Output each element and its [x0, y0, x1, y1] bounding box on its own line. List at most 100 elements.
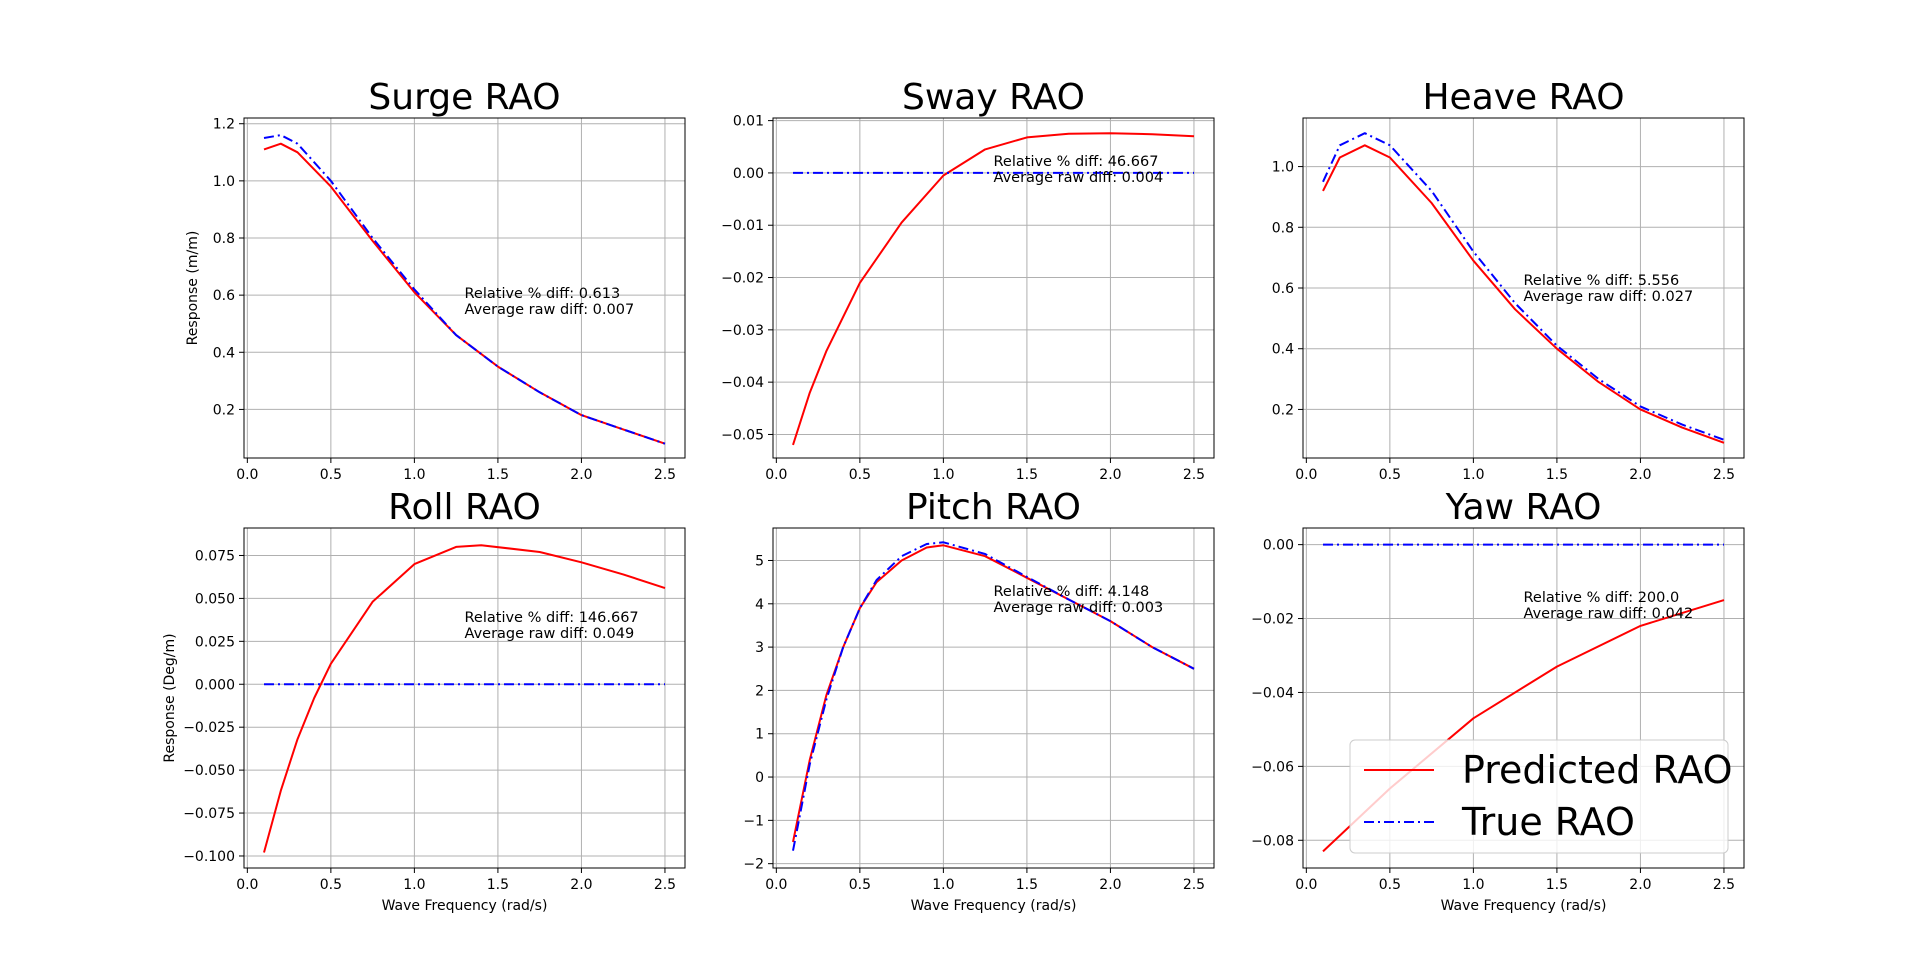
y-tick-label: −0.04 — [1251, 685, 1294, 701]
axes-frame — [243, 527, 686, 869]
x-tick-label: 2.0 — [570, 467, 592, 483]
axes-frame — [1302, 117, 1745, 459]
y-tick-label: 0.2 — [1272, 402, 1294, 418]
y-tick-label: 0.6 — [213, 288, 235, 304]
y-tick-label: −0.05 — [721, 427, 764, 443]
y-tick-label: −0.100 — [183, 849, 235, 865]
axes-frame — [772, 527, 1215, 869]
x-tick-label: 2.5 — [654, 877, 676, 893]
diff-annotation: Average raw diff: 0.049 — [465, 626, 635, 642]
y-tick-label: −0.06 — [1251, 759, 1294, 775]
legend-entry: Predicted RAO — [1462, 748, 1733, 792]
y-tick-label: 5 — [755, 553, 764, 569]
y-tick-label: −0.02 — [1251, 612, 1294, 628]
axes-frame — [1302, 527, 1745, 869]
subplot-heave-rao: 0.0 0.5 1.0 1.5 2.0 2.5 0.2 0.4 0.6 0.8 1.0 Heave R… — [1272, 77, 1745, 483]
legend-box — [1349, 739, 1729, 854]
x-tick-label: 2.5 — [1183, 877, 1205, 893]
x-axis-label: Wave Frequency (rad/s) — [1441, 898, 1607, 914]
subplot-surge-rao: 0.0 0.5 1.0 1.5 2.0 2.5 0.2 0.4 0.6 0.8 1.0 1.2 Surg… — [185, 77, 686, 483]
subplot-title: Heave RAO — [1422, 77, 1624, 118]
series-predicted-rao — [792, 132, 1195, 446]
diff-annotation: Average raw diff: 0.042 — [1524, 606, 1694, 622]
x-tick-label: 1.5 — [1016, 467, 1038, 483]
x-tick-label: 0.0 — [1295, 467, 1317, 483]
y-tick-label: 1.0 — [1272, 160, 1294, 176]
y-tick-label: 0.050 — [195, 591, 235, 607]
y-tick-label: −0.01 — [721, 218, 764, 234]
diff-annotation: Relative % diff: 4.148 — [994, 584, 1150, 600]
plot-area — [773, 118, 1214, 458]
diff-annotation: Relative % diff: 200.0 — [1524, 590, 1680, 606]
y-tick-label: 1 — [755, 727, 764, 743]
x-tick-label: 0.0 — [236, 877, 258, 893]
x-tick-label: 2.0 — [1629, 877, 1651, 893]
y-tick-label: 0 — [755, 770, 764, 786]
y-tick-label: 0.025 — [195, 634, 235, 650]
series-predicted-rao — [263, 544, 666, 853]
series-predicted-rao — [1322, 144, 1725, 444]
y-tick-label: 0.2 — [213, 402, 235, 418]
subplot-title: Sway RAO — [902, 77, 1085, 118]
x-tick-label: 2.5 — [654, 467, 676, 483]
x-tick-label: 0.0 — [236, 467, 258, 483]
plot-area — [244, 118, 685, 458]
x-tick-label: 1.5 — [1016, 877, 1038, 893]
diff-annotation: Relative % diff: 46.667 — [994, 154, 1159, 170]
y-tick-label: 0.6 — [1272, 281, 1294, 297]
x-tick-label: 1.0 — [1462, 877, 1484, 893]
subplot-sway-rao: 0.0 0.5 1.0 1.5 2.0 2.5 −0.05 −0.04 −0.03 −0.02 −0… — [721, 77, 1215, 483]
y-tick-label: 0.00 — [1263, 538, 1294, 554]
x-tick-label: 0.5 — [1379, 467, 1401, 483]
x-tick-label: 1.0 — [403, 877, 425, 893]
subplot-roll-rao: 0.0 0.5 1.0 1.5 2.0 2.5 −0.100 −0.075 −0.050 −0.0… — [162, 487, 686, 914]
diff-annotation: Average raw diff: 0.004 — [994, 170, 1164, 186]
x-tick-label: 1.5 — [487, 467, 509, 483]
x-axis-label: Wave Frequency (rad/s) — [911, 898, 1077, 914]
x-axis-label: Wave Frequency (rad/s) — [382, 898, 548, 914]
y-tick-label: −0.08 — [1251, 833, 1294, 849]
series-true-rao — [1322, 132, 1725, 441]
plot-area — [244, 528, 685, 868]
x-tick-label: 0.0 — [1295, 877, 1317, 893]
x-tick-label: 0.5 — [320, 877, 342, 893]
diff-annotation: Relative % diff: 5.556 — [1524, 273, 1680, 289]
axes-frame — [772, 117, 1215, 459]
x-tick-label: 0.5 — [849, 877, 871, 893]
diff-annotation: Relative % diff: 0.613 — [465, 286, 621, 302]
y-tick-label: −0.02 — [721, 271, 764, 287]
x-tick-label: 1.0 — [1462, 467, 1484, 483]
series-true-rao — [792, 541, 1195, 851]
y-tick-label: 0.8 — [1272, 220, 1294, 236]
x-tick-label: 2.5 — [1713, 877, 1735, 893]
y-axis-label: Response (Deg/m) — [162, 633, 178, 762]
plot-area — [773, 528, 1214, 868]
y-tick-label: −1 — [743, 813, 764, 829]
diff-annotation: Relative % diff: 146.667 — [465, 610, 639, 626]
y-tick-label: 0.000 — [195, 677, 235, 693]
y-tick-label: 0.00 — [733, 166, 764, 182]
y-tick-label: −0.050 — [183, 763, 235, 779]
y-tick-label: 0.4 — [213, 345, 235, 361]
y-axis-label: Response (m/m) — [185, 231, 201, 346]
y-tick-label: 4 — [755, 597, 764, 613]
y-tick-label: −0.04 — [721, 375, 764, 391]
x-tick-label: 1.0 — [403, 467, 425, 483]
y-tick-label: 1.2 — [213, 117, 235, 133]
x-tick-label: 0.0 — [765, 877, 787, 893]
x-tick-label: 0.5 — [1379, 877, 1401, 893]
x-tick-label: 0.5 — [320, 467, 342, 483]
x-tick-label: 1.0 — [932, 877, 954, 893]
x-tick-label: 0.5 — [849, 467, 871, 483]
x-tick-label: 2.0 — [1099, 467, 1121, 483]
y-tick-label: 3 — [755, 640, 764, 656]
y-tick-label: −0.025 — [183, 720, 235, 736]
subplot-title: Roll RAO — [388, 487, 541, 528]
y-tick-label: 0.01 — [733, 114, 764, 130]
x-tick-label: 1.5 — [1546, 467, 1568, 483]
x-tick-label: 2.5 — [1183, 467, 1205, 483]
subplot-yaw-rao: 0.0 0.5 1.0 1.5 2.0 2.5 −0.08 −0.06 −0.04 −0.02 0.… — [1251, 487, 1745, 914]
y-tick-label: 0.4 — [1272, 342, 1294, 358]
y-tick-label: −2 — [743, 857, 764, 873]
diff-annotation: Average raw diff: 0.007 — [465, 302, 635, 318]
